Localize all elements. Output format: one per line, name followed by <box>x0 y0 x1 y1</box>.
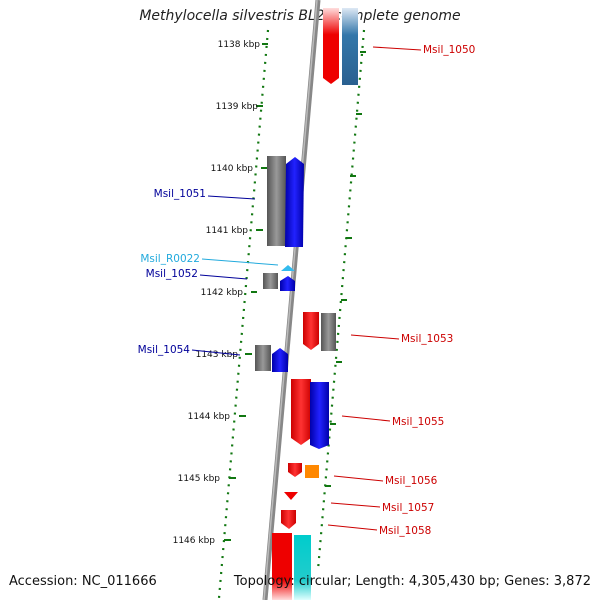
gene-msil-1050-cds[interactable] <box>323 8 339 84</box>
reverse-strand-features <box>272 8 358 600</box>
gene-bottom-red-cds[interactable] <box>272 533 292 600</box>
gene-label-msil-1058[interactable]: Msil_1058 <box>379 525 431 537</box>
gene-label-msil-1057[interactable]: Msil_1057 <box>382 502 434 514</box>
tick-label: 1140 kbp <box>211 164 254 174</box>
gene-msil-1051-block[interactable] <box>267 156 286 246</box>
gene-msil-1054-cds[interactable] <box>272 348 288 372</box>
ruler-tick-labels: 1138 kbp 1139 kbp 1140 kbp 1141 kbp 1142… <box>173 40 261 546</box>
ruler-ticks <box>224 43 366 541</box>
gene-label-msil-1053[interactable]: Msil_1053 <box>401 333 453 345</box>
tick-label: 1146 kbp <box>173 536 216 546</box>
gene-msil-1050-block[interactable] <box>342 8 358 85</box>
accession-text: Accession: NC_011666 <box>9 574 157 589</box>
gene-msil-1058-cds[interactable] <box>281 510 296 529</box>
tick-label: 1139 kbp <box>216 102 259 112</box>
gene-msil-1056-block[interactable] <box>305 465 319 478</box>
leader-lines <box>191 46 422 531</box>
tick-label: 1144 kbp <box>188 412 231 422</box>
gene-msil-1053-block[interactable] <box>321 313 336 351</box>
gene-label-msil-1052[interactable]: Msil_1052 <box>146 268 198 280</box>
gene-bottom-teal-block[interactable] <box>294 535 311 600</box>
gene-msil-1056-cds[interactable] <box>288 463 302 477</box>
map-title: Methylocella silvestris BL2, complete ge… <box>139 8 461 24</box>
gene-msil-1052-block[interactable] <box>263 273 278 289</box>
gene-label-msil-1055[interactable]: Msil_1055 <box>392 416 444 428</box>
tick-label: 1143 kbp <box>196 350 239 360</box>
gene-msil-1052-cds[interactable] <box>280 276 295 291</box>
forward-strand-features <box>255 156 304 372</box>
gene-label-msil-1056[interactable]: Msil_1056 <box>385 475 438 487</box>
topology-text: Topology: circular; Length: 4,305,430 bp… <box>233 574 591 589</box>
gene-msil-1051-cds[interactable] <box>285 157 304 247</box>
rna-msil-r0022[interactable] <box>281 265 295 271</box>
tick-label: 1141 kbp <box>206 226 249 236</box>
tick-label: 1142 kbp <box>201 288 244 298</box>
gene-label-msil-1051[interactable]: Msil_1051 <box>154 188 206 200</box>
gene-label-msil-r0022[interactable]: Msil_R0022 <box>140 253 200 265</box>
left-dotted-guide <box>217 29 270 599</box>
gene-labels: Msil_1051 Msil_R0022 Msil_1052 Msil_1054… <box>138 44 476 537</box>
tick-label: 1138 kbp <box>218 40 261 50</box>
gene-msil-1057-cds[interactable] <box>284 492 298 500</box>
tick-label: 1145 kbp <box>178 474 221 484</box>
backbone-highlight <box>263 0 318 600</box>
backbone <box>262 0 321 600</box>
gene-msil-1055-cds[interactable] <box>291 379 311 445</box>
gene-label-msil-1054[interactable]: Msil_1054 <box>138 344 191 356</box>
gene-msil-1053-cds[interactable] <box>303 312 319 350</box>
gene-msil-1055-cds-forward[interactable] <box>310 382 329 449</box>
gene-msil-1054-block[interactable] <box>255 345 271 371</box>
gene-label-msil-1050[interactable]: Msil_1050 <box>423 44 475 56</box>
